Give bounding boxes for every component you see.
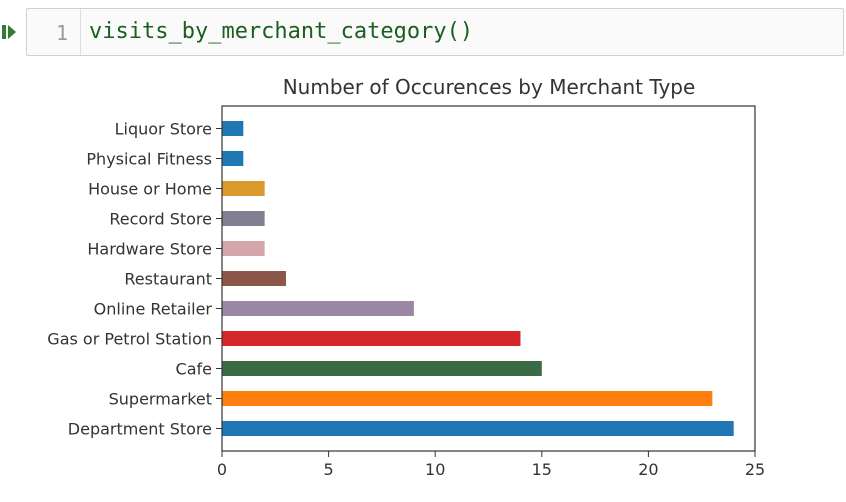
y-tick-label: Online Retailer (94, 300, 213, 319)
bars-group (222, 121, 734, 436)
y-tick-label: Restaurant (124, 270, 212, 289)
y-tick-label: Supermarket (109, 390, 212, 409)
x-tick-label: 20 (638, 460, 658, 479)
y-tick-label: Physical Fitness (86, 150, 212, 169)
bar-gas-or-petrol-station (222, 331, 521, 346)
x-tick-label: 0 (217, 460, 227, 479)
bar-supermarket (222, 391, 713, 406)
bar-cafe (222, 361, 542, 376)
y-tick-label: Hardware Store (87, 240, 212, 259)
y-tick-label: Liquor Store (115, 120, 212, 139)
y-tick-label: House or Home (88, 180, 212, 199)
bar-restaurant (222, 271, 286, 286)
x-tick-label: 15 (532, 460, 552, 479)
code-line[interactable]: visits_by_merchant_category() (89, 19, 474, 44)
y-tick-label: Cafe (176, 360, 212, 379)
bar-physical-fitness (222, 151, 244, 166)
y-tick-label: Record Store (109, 210, 212, 229)
x-ticks: 0 5 10 15 20 25 (217, 451, 765, 479)
bar-hardware-store (222, 241, 265, 256)
y-tick-labels: Department Store Supermarket Cafe Gas or Pe… (47, 120, 222, 439)
bar-house-or-home (222, 181, 265, 196)
plot-frame (221, 105, 756, 452)
y-tick-label: Department Store (68, 420, 212, 439)
bar-department-store (222, 421, 734, 436)
bar-online-retailer (222, 301, 414, 316)
x-tick-label: 10 (425, 460, 445, 479)
bar-liquor-store (222, 121, 244, 136)
bar-record-store (222, 211, 265, 226)
run-cell-icon[interactable] (2, 22, 16, 42)
y-tick-label: Gas or Petrol Station (47, 330, 212, 349)
x-tick-label: 5 (324, 460, 334, 479)
chart-title: Number of Occurences by Merchant Type (283, 75, 696, 99)
x-tick-label: 25 (745, 460, 765, 479)
merchant-bar-chart: Number of Occurences by Merchant Type De… (47, 75, 765, 479)
cell-gutter: 1 (27, 9, 81, 55)
line-number: 1 (55, 21, 68, 45)
code-cell[interactable]: 1 visits_by_merchant_category() (26, 8, 844, 56)
